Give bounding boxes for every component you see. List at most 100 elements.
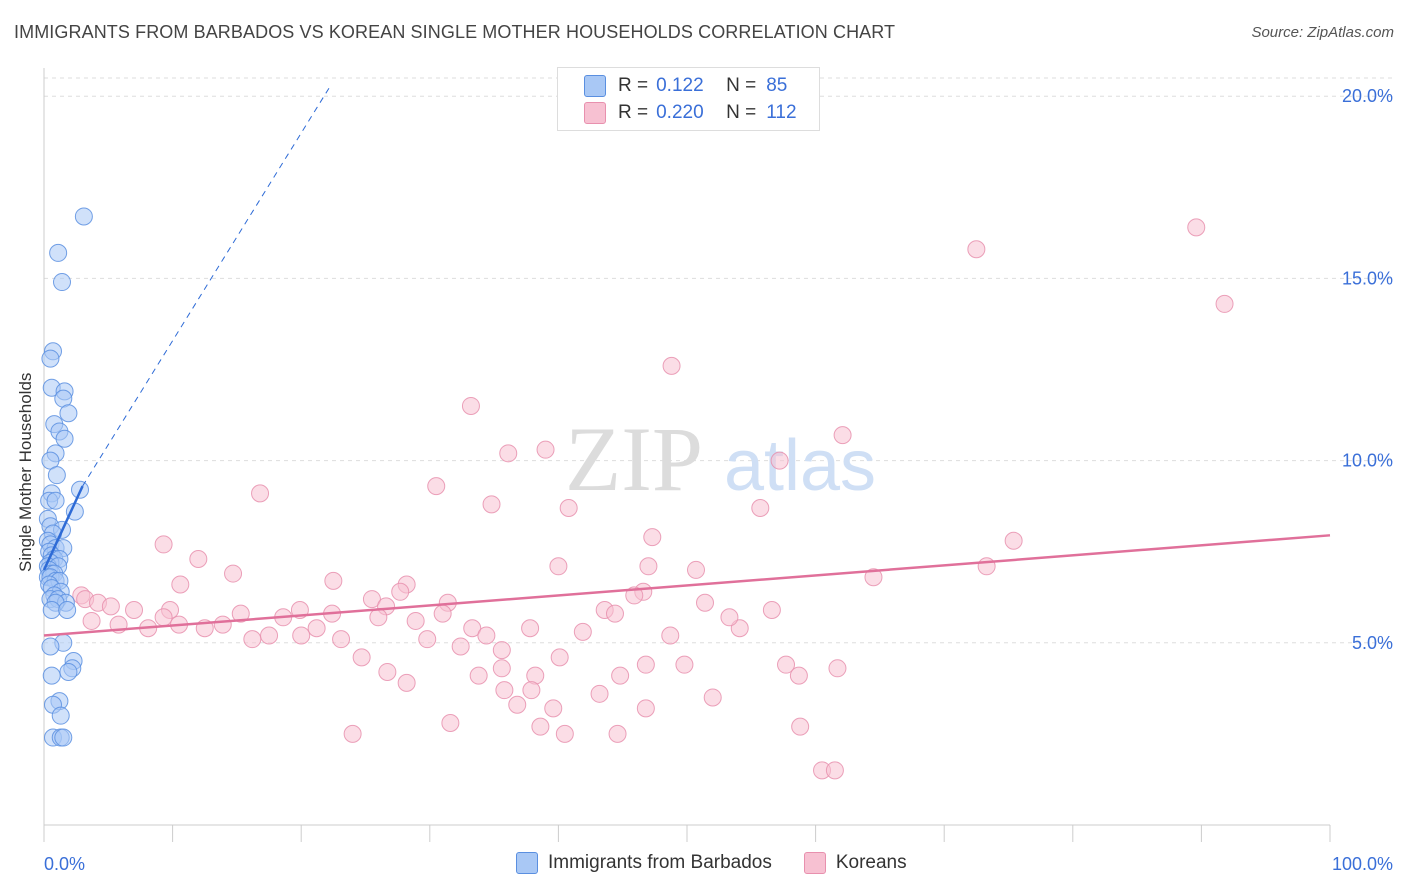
bottom-legend-item-koreans: Koreans	[803, 852, 907, 874]
bottom-legend: Immigrants from Barbados Koreans	[516, 852, 939, 874]
point-koreans	[231, 604, 250, 623]
grid-lines	[44, 77, 1392, 644]
point-koreans	[789, 666, 808, 685]
point-koreans	[352, 648, 371, 667]
bottom-legend-label-barbados: Immigrants from Barbados	[548, 852, 772, 873]
point-barbados	[51, 706, 70, 725]
point-koreans	[154, 608, 173, 627]
point-barbados	[47, 466, 66, 485]
point-barbados	[46, 491, 65, 510]
point-koreans	[675, 655, 694, 674]
point-koreans	[636, 655, 655, 674]
point-koreans	[777, 655, 796, 674]
point-koreans	[441, 713, 460, 732]
y-tick-label: 20.0%	[1342, 86, 1393, 106]
point-koreans	[730, 619, 749, 638]
point-koreans	[751, 498, 770, 517]
tick-labels: 5.0% 10.0% 15.0% 20.0% 0.0% 100.0%	[44, 86, 1393, 874]
point-koreans	[343, 724, 362, 743]
point-koreans	[292, 626, 311, 645]
point-barbados	[53, 273, 72, 292]
point-koreans	[362, 590, 381, 609]
point-koreans	[521, 619, 540, 638]
legend-n-value: 112	[766, 102, 797, 123]
y-tick-label: 10.0%	[1342, 451, 1393, 471]
legend-r-label: R =	[618, 75, 649, 96]
y-tick-label: 15.0%	[1342, 268, 1393, 288]
trend-line-barbados	[42, 485, 84, 571]
point-koreans	[101, 597, 120, 616]
point-koreans	[251, 484, 270, 503]
point-koreans	[636, 699, 655, 718]
point-barbados	[42, 601, 61, 620]
point-koreans	[243, 630, 262, 649]
point-koreans	[397, 673, 416, 692]
y-tick-label: 5.0%	[1352, 633, 1393, 653]
legend-swatch-koreans	[584, 102, 606, 124]
point-koreans	[495, 681, 514, 700]
point-koreans	[482, 495, 501, 514]
point-koreans	[791, 717, 810, 736]
point-koreans	[544, 699, 563, 718]
point-koreans	[770, 451, 789, 470]
trend-lines	[42, 85, 1331, 637]
point-koreans	[828, 659, 847, 678]
point-koreans	[555, 724, 574, 743]
legend-r-value: 0.220	[656, 102, 704, 123]
point-koreans	[967, 240, 986, 259]
point-koreans	[492, 659, 511, 678]
legend-swatch-barbados	[584, 75, 606, 97]
x-tick-label-max: 100.0%	[1332, 854, 1393, 874]
point-barbados	[54, 728, 73, 747]
point-koreans	[499, 444, 518, 463]
point-koreans	[260, 626, 279, 645]
legend-n-label: N =	[726, 102, 757, 123]
point-koreans	[720, 608, 739, 627]
point-koreans	[703, 688, 722, 707]
point-koreans	[406, 611, 425, 630]
trend-line-barbados-dashed	[82, 85, 332, 487]
point-barbados	[55, 429, 74, 448]
point-koreans	[154, 535, 173, 554]
point-koreans	[451, 637, 470, 656]
point-koreans	[531, 717, 550, 736]
data-points	[38, 207, 1234, 780]
point-koreans	[559, 498, 578, 517]
point-barbados	[49, 243, 68, 262]
legend-row-barbados: R = 0.122 N = 85	[584, 73, 787, 99]
point-barbados	[59, 404, 78, 423]
point-koreans	[427, 477, 446, 496]
point-koreans	[864, 568, 883, 587]
point-koreans	[508, 695, 527, 714]
point-koreans	[477, 626, 496, 645]
point-koreans	[550, 648, 569, 667]
point-koreans	[125, 601, 144, 620]
point-barbados	[58, 601, 77, 620]
x-tick-label-min: 0.0%	[44, 854, 85, 874]
point-koreans	[687, 560, 706, 579]
axes	[43, 68, 1331, 842]
point-koreans	[213, 615, 232, 634]
point-koreans	[661, 626, 680, 645]
point-barbados	[59, 662, 78, 681]
bottom-legend-swatch-koreans	[803, 852, 826, 874]
trend-line-koreans	[43, 534, 1331, 637]
source-label: Source: ZipAtlas.com	[1251, 24, 1394, 41]
point-koreans	[378, 662, 397, 681]
point-koreans	[1215, 294, 1234, 313]
point-koreans	[391, 582, 410, 601]
point-koreans	[1004, 531, 1023, 550]
point-koreans	[307, 619, 326, 638]
legend: R = 0.122 N = 85 R = 0.220 N = 112	[557, 67, 820, 131]
point-koreans	[492, 641, 511, 660]
point-koreans	[643, 528, 662, 547]
point-koreans	[590, 684, 609, 703]
bottom-legend-swatch-barbados	[516, 852, 538, 874]
point-koreans	[608, 724, 627, 743]
point-barbados	[41, 349, 60, 368]
point-koreans	[369, 608, 388, 627]
point-barbados	[42, 666, 61, 685]
point-koreans	[605, 604, 624, 623]
point-koreans	[461, 396, 480, 415]
